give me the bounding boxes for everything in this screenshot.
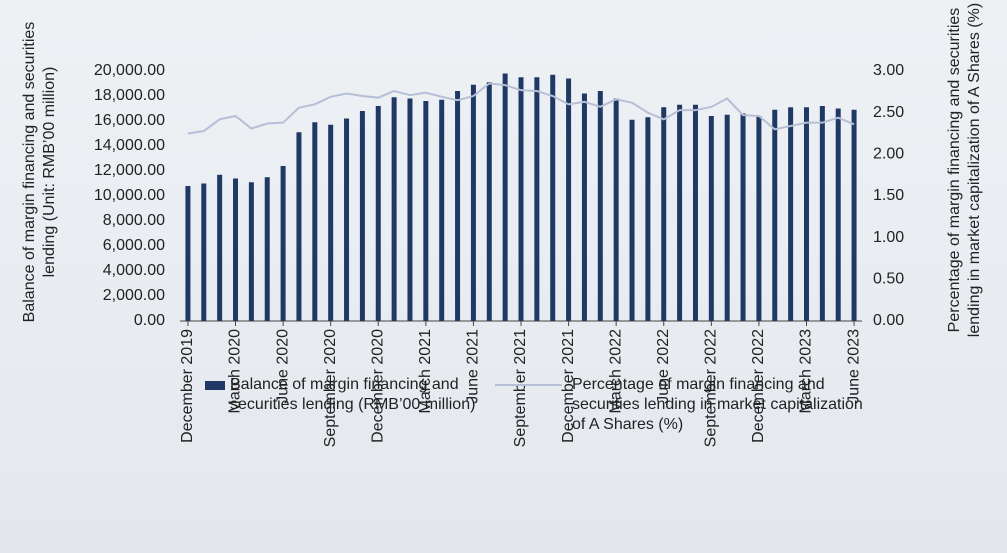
x-tick-label: March 2020: [227, 329, 244, 414]
y-tick-label: 12,000.00: [94, 162, 165, 179]
bar: [692, 104, 698, 321]
bar: [518, 77, 524, 321]
y2-tick-label: 2.50: [873, 104, 904, 121]
x-tick-label: December 2022: [750, 329, 767, 443]
bar: [423, 101, 429, 321]
x-tick-label: June 2023: [845, 329, 862, 404]
y-axis-title: Balance of margin financing and securiti…: [21, 21, 58, 323]
bar: [391, 97, 397, 321]
bar: [439, 99, 445, 321]
x-tick-label: December 2020: [369, 329, 386, 443]
x-tick-label: December 2021: [560, 329, 577, 443]
bar: [661, 107, 667, 321]
x-tick-label: June 2022: [655, 329, 672, 404]
bar: [280, 166, 286, 321]
bar: [772, 109, 778, 321]
bar: [581, 93, 587, 321]
y2-tick-label: 0.00: [873, 312, 904, 329]
legend-label: Balance of margin financing and securiti…: [230, 376, 476, 413]
legend-label: Percentage of margin financing and secur…: [572, 376, 863, 433]
bar: [677, 104, 683, 321]
bar: [502, 73, 508, 321]
bar: [359, 111, 365, 321]
x-tick-label: March 2021: [417, 329, 434, 414]
bar: [788, 107, 794, 321]
bar: [613, 98, 619, 321]
y2-axis-title: Percentage of margin financing and secur…: [946, 2, 983, 338]
y2-tick-label: 2.00: [873, 146, 904, 163]
bar: [756, 116, 762, 321]
bar: [740, 113, 746, 321]
y-tick-label: 6,000.00: [103, 237, 165, 254]
legend-swatch: [205, 381, 225, 390]
x-tick-label: September 2021: [512, 329, 529, 447]
bar: [248, 182, 254, 321]
bar: [185, 186, 191, 321]
y-tick-label: 8,000.00: [103, 212, 165, 229]
y2-tick-label: 1.50: [873, 187, 904, 204]
bar: [201, 183, 207, 321]
bar: [344, 118, 350, 321]
bar: [708, 116, 714, 321]
bar: [375, 106, 381, 321]
y-tick-label: 2,000.00: [103, 287, 165, 304]
x-tick-label: March 2023: [798, 329, 815, 414]
y-tick-label: 20,000.00: [94, 62, 165, 79]
bar: [470, 84, 476, 321]
bar: [724, 114, 730, 321]
bar: [296, 132, 302, 321]
bar: [819, 106, 825, 321]
x-tick-label: March 2022: [607, 329, 624, 414]
x-tick-label: June 2021: [465, 329, 482, 404]
x-tick-label: June 2020: [274, 329, 291, 404]
x-tick-label: December 2019: [179, 329, 196, 443]
bar: [455, 91, 461, 321]
y-tick-label: 14,000.00: [94, 137, 165, 154]
x-tick-label: September 2020: [322, 329, 339, 447]
y-tick-label: 4,000.00: [103, 262, 165, 279]
line: [187, 82, 855, 135]
bar: [328, 124, 334, 321]
bar: [851, 109, 857, 321]
y-tick-label: 16,000.00: [94, 112, 165, 129]
bar: [566, 78, 572, 321]
y-tick-label: 18,000.00: [94, 87, 165, 104]
bar: [217, 174, 223, 321]
bar: [803, 107, 809, 321]
x-tick-label: September 2022: [703, 329, 720, 447]
bar: [407, 98, 413, 321]
y2-tick-label: 3.00: [873, 62, 904, 79]
y2-tick-label: 1.00: [873, 229, 904, 246]
y-tick-label: 0.00: [134, 312, 165, 329]
bar: [486, 82, 492, 321]
bar: [264, 177, 270, 321]
bar: [645, 117, 651, 321]
bar: [835, 108, 841, 321]
bar: [312, 122, 318, 321]
bar: [597, 91, 603, 321]
bar: [534, 77, 540, 321]
bar: [233, 178, 239, 321]
y2-tick-label: 0.50: [873, 271, 904, 288]
bar: [629, 119, 635, 321]
bar: [550, 74, 556, 321]
y-tick-label: 10,000.00: [94, 187, 165, 204]
